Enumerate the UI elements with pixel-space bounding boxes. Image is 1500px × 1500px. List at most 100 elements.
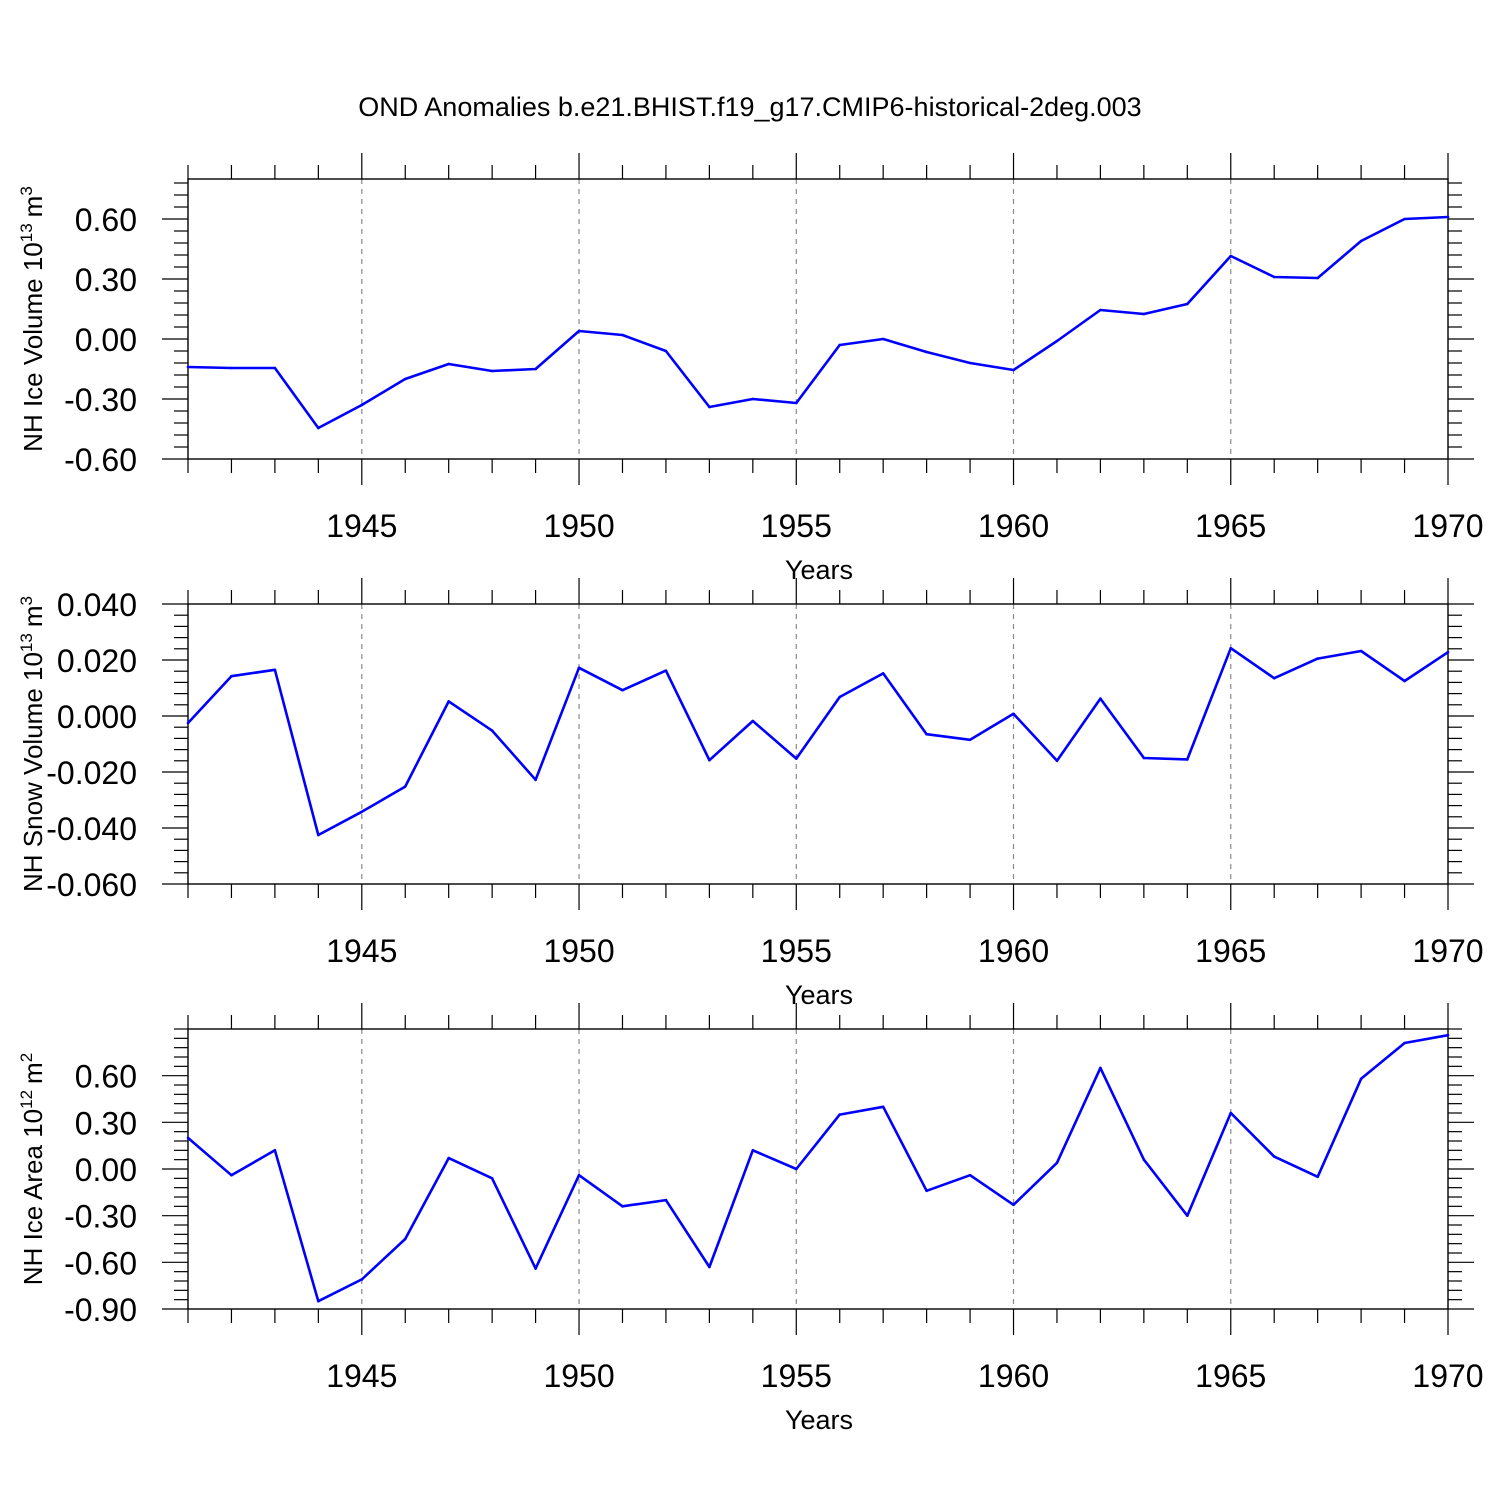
data-point bbox=[360, 1278, 364, 1281]
data-point bbox=[968, 361, 972, 365]
x-tick-label: 1945 bbox=[326, 1358, 397, 1394]
data-point bbox=[621, 688, 624, 692]
y-tick-label: -0.060 bbox=[46, 867, 137, 903]
data-point bbox=[621, 333, 624, 337]
data-point bbox=[1316, 657, 1319, 660]
data-point bbox=[1403, 1041, 1406, 1045]
data-point bbox=[708, 405, 711, 409]
data-point bbox=[838, 343, 842, 347]
x-tick-label: 1955 bbox=[761, 508, 832, 544]
plot-frame bbox=[187, 178, 1449, 460]
data-point bbox=[881, 337, 885, 341]
data-point bbox=[751, 397, 755, 401]
data-point bbox=[317, 1299, 320, 1303]
data-point bbox=[968, 738, 972, 742]
data-point bbox=[577, 666, 581, 670]
data-point bbox=[1142, 1158, 1146, 1161]
x-tick-label: 1945 bbox=[326, 508, 397, 544]
data-point bbox=[1055, 759, 1059, 763]
series-line bbox=[187, 646, 1449, 837]
y-axis-label-text: NH Ice Area 10 bbox=[18, 1109, 48, 1285]
data-point bbox=[1316, 276, 1319, 280]
data-point bbox=[1316, 1175, 1319, 1179]
y-tick-label: -0.60 bbox=[64, 1245, 137, 1281]
x-tick-label: 1965 bbox=[1195, 933, 1266, 969]
y-axis-label-exponent: 13 bbox=[17, 223, 36, 242]
y-tick-label: 0.020 bbox=[57, 643, 137, 679]
data-point bbox=[1272, 676, 1276, 680]
data-point bbox=[1359, 239, 1363, 243]
plot-frame bbox=[187, 603, 1449, 885]
data-point bbox=[1272, 275, 1276, 279]
data-point bbox=[1229, 646, 1233, 650]
data-point bbox=[1359, 1077, 1363, 1081]
data-point bbox=[490, 729, 494, 732]
data-point bbox=[1359, 649, 1363, 653]
y-axis-label-text: NH Snow Volume 10 bbox=[18, 652, 48, 892]
data-point bbox=[317, 426, 320, 430]
panel-snow-volume: -0.060 -0.040 -0.020 0.000 0.020 0.040 1945 195… bbox=[17, 578, 1484, 1010]
data-point bbox=[1012, 368, 1015, 372]
y-axis-label-unit: m bbox=[18, 605, 48, 627]
data-point bbox=[664, 349, 668, 353]
data-point bbox=[1142, 312, 1146, 316]
data-point bbox=[447, 1156, 450, 1160]
data-point bbox=[186, 721, 190, 725]
x-tick-label: 1970 bbox=[1412, 933, 1483, 969]
data-point bbox=[838, 695, 842, 699]
x-axis-label: Years bbox=[785, 555, 853, 585]
data-point bbox=[534, 1267, 537, 1270]
data-point bbox=[1186, 1214, 1189, 1217]
data-point bbox=[1099, 308, 1102, 312]
x-tick-label: 1950 bbox=[543, 1358, 614, 1394]
y-tick-label: 0.30 bbox=[75, 1105, 137, 1141]
data-point bbox=[230, 366, 233, 370]
x-axis-label: Years bbox=[785, 1405, 853, 1435]
data-point bbox=[230, 674, 233, 678]
y-tick-label: -0.30 bbox=[64, 382, 137, 418]
data-point bbox=[794, 1167, 798, 1171]
x-tick-label: 1960 bbox=[978, 1358, 1049, 1394]
x-tick-label: 1960 bbox=[978, 508, 1049, 544]
series-line bbox=[187, 1033, 1449, 1303]
data-point bbox=[186, 1136, 190, 1140]
y-axis-label: NH Snow Volume 1013 m3 bbox=[17, 596, 48, 892]
data-point bbox=[1229, 1111, 1233, 1115]
data-point bbox=[1099, 1066, 1102, 1070]
data-point bbox=[1012, 712, 1015, 716]
data-point bbox=[621, 1205, 624, 1208]
panel-ice-volume: -0.60 -0.30 0.00 0.30 0.60 1945 1950 1955 1960 19… bbox=[17, 153, 1484, 585]
data-point bbox=[273, 366, 277, 370]
y-axis-label-unit-exponent: 3 bbox=[17, 596, 36, 605]
panel-ice-area: -0.90 -0.60 -0.30 0.00 0.30 0.60 1945 1950 1955 1… bbox=[17, 1003, 1484, 1435]
y-axis-label: NH Ice Volume 1013 m3 bbox=[17, 186, 48, 452]
data-point bbox=[1446, 215, 1450, 219]
data-point bbox=[403, 377, 407, 381]
chart-title: OND Anomalies b.e21.BHIST.f19_g17.CMIP6-… bbox=[358, 92, 1141, 122]
data-point bbox=[1186, 302, 1189, 306]
y-tick-label: 0.000 bbox=[57, 699, 137, 735]
data-point bbox=[708, 758, 711, 762]
data-point bbox=[1229, 254, 1233, 258]
y-axis-label-unit-exponent: 2 bbox=[17, 1053, 36, 1062]
data-point bbox=[664, 1198, 668, 1202]
x-tick-label: 1970 bbox=[1412, 508, 1483, 544]
data-point bbox=[1446, 650, 1450, 654]
data-point bbox=[751, 719, 755, 723]
x-tick-label: 1965 bbox=[1195, 1358, 1266, 1394]
x-axis-label: Years bbox=[785, 980, 853, 1010]
data-point bbox=[708, 1265, 711, 1269]
y-tick-label: 0.60 bbox=[75, 202, 137, 238]
data-point bbox=[1012, 1203, 1015, 1207]
data-point bbox=[1055, 1161, 1059, 1165]
data-point bbox=[1403, 679, 1406, 683]
x-tick-label: 1960 bbox=[978, 933, 1049, 969]
data-point bbox=[360, 403, 364, 407]
data-point bbox=[577, 1173, 581, 1177]
data-point bbox=[881, 672, 885, 675]
y-axis-label-unit: m bbox=[18, 196, 48, 218]
data-point bbox=[794, 401, 798, 405]
x-tick-label: 1945 bbox=[326, 933, 397, 969]
y-tick-label: 0.60 bbox=[75, 1059, 137, 1095]
data-point bbox=[403, 785, 407, 788]
